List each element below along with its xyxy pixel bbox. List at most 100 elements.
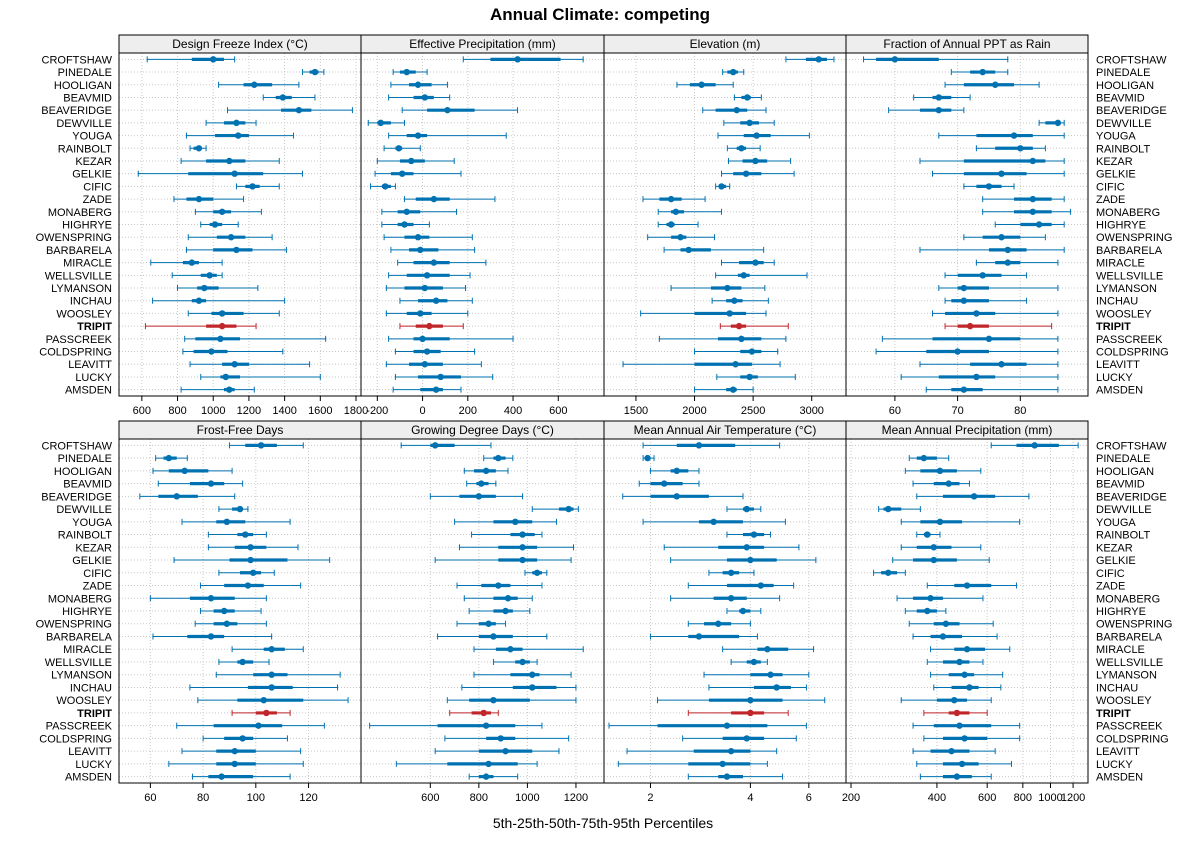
median-point (223, 620, 231, 627)
site-label-right: BEAVMID (1096, 479, 1145, 491)
site-label-left: CIFIC (83, 568, 112, 580)
median-point (735, 322, 743, 330)
site-label-left: OWENSPRING (36, 232, 112, 244)
site-label-left: YOUGA (72, 131, 112, 143)
median-point (924, 607, 931, 615)
site-label-right: RAINBOLT (1096, 143, 1150, 155)
tick-label: 60 (144, 792, 156, 804)
median-point (417, 246, 424, 254)
median-point (743, 735, 750, 742)
median-point (514, 56, 521, 63)
median-point (1004, 246, 1011, 254)
median-point (222, 373, 229, 381)
panel-title: Effective Precipitation (mm) (409, 37, 556, 51)
median-point (398, 170, 406, 177)
site-label-right: PINEDALE (1096, 453, 1150, 465)
median-point (417, 310, 424, 317)
median-point (723, 722, 731, 729)
median-point (533, 569, 541, 576)
site-label-left: ZADE (83, 581, 112, 593)
panel-6: Mean Annual Air Temperature (°C) 2 4 6 (603, 420, 847, 804)
site-label-left: BEAVERIDGE (41, 105, 112, 117)
site-label-left: AMSDEN (65, 385, 112, 397)
median-point (672, 208, 679, 215)
median-point (961, 671, 968, 678)
median-point (985, 183, 993, 190)
site-label-right: LUCKY (1096, 372, 1133, 384)
median-point (742, 170, 750, 177)
site-label-right: AMSDEN (1096, 772, 1143, 784)
median-point (884, 505, 892, 513)
site-label-right: PINEDALE (1096, 67, 1150, 79)
median-point (207, 633, 215, 640)
median-point (242, 531, 249, 538)
median-point (936, 518, 944, 526)
median-point (207, 480, 215, 487)
site-label-right: INCHAU (1096, 682, 1138, 694)
median-point (395, 145, 403, 152)
median-point (231, 170, 238, 177)
tick-label: 1000 (1038, 792, 1062, 804)
median-point (421, 361, 429, 368)
median-point (268, 646, 275, 653)
median-point (979, 272, 986, 279)
site-label-left: HOOLIGAN (54, 466, 112, 478)
site-label-left: HIGHRYE (62, 606, 112, 618)
median-point (750, 658, 758, 666)
tick-label: 800 (470, 792, 488, 804)
median-point (377, 119, 384, 127)
median-point (695, 633, 703, 640)
median-point (973, 373, 980, 381)
median-point (954, 348, 961, 355)
site-label-left: PASSCREEK (46, 334, 113, 346)
median-point (773, 684, 780, 691)
median-point (673, 493, 680, 500)
median-point (960, 297, 968, 304)
median-point (747, 696, 754, 704)
median-point (723, 773, 731, 780)
tick-label: 1500 (624, 405, 648, 417)
median-point (485, 760, 492, 768)
median-point (945, 480, 952, 487)
site-label-right: PASSCREEK (1096, 721, 1163, 733)
site-label-left: KEZAR (75, 542, 112, 554)
panel-border (845, 438, 1089, 784)
median-point (970, 493, 978, 500)
median-point (173, 493, 180, 500)
median-point (998, 234, 1005, 241)
median-point (891, 56, 899, 63)
site-label-left: LYMANSON (51, 283, 112, 295)
median-point (235, 132, 242, 139)
median-point (727, 595, 735, 602)
site-label-left: BEAVMID (63, 92, 112, 104)
site-label-left: TRIPIT (77, 321, 112, 333)
median-point (211, 221, 219, 228)
median-point (743, 544, 750, 551)
median-point (752, 259, 759, 266)
median-point (295, 106, 303, 114)
site-label-right: DEWVILLE (1096, 504, 1152, 516)
median-point (218, 773, 225, 780)
median-point (1017, 145, 1024, 152)
median-point (263, 709, 270, 717)
median-point (731, 297, 738, 304)
median-point (419, 335, 426, 343)
panel-title: Design Freeze Index (°C) (172, 37, 308, 51)
site-label-left: PASSCREEK (46, 721, 113, 733)
median-point (382, 183, 389, 190)
site-label-right: GELKIE (1096, 555, 1136, 567)
median-point (208, 348, 215, 355)
median-point (495, 454, 502, 462)
median-point (948, 747, 955, 755)
site-label-left: WOOSLEY (56, 308, 112, 320)
median-point (747, 556, 754, 564)
chart-title: Annual Climate: competing (490, 5, 710, 24)
tick-label: 400 (928, 792, 946, 804)
site-label-right: HIGHRYE (1096, 606, 1146, 618)
site-label-left: DEWVILLE (56, 504, 112, 516)
median-point (218, 208, 226, 215)
site-label-right: CIFIC (1096, 568, 1125, 580)
median-point (247, 544, 254, 551)
site-label-left: BARBARELA (46, 245, 113, 257)
site-label-left: KEZAR (75, 156, 112, 168)
